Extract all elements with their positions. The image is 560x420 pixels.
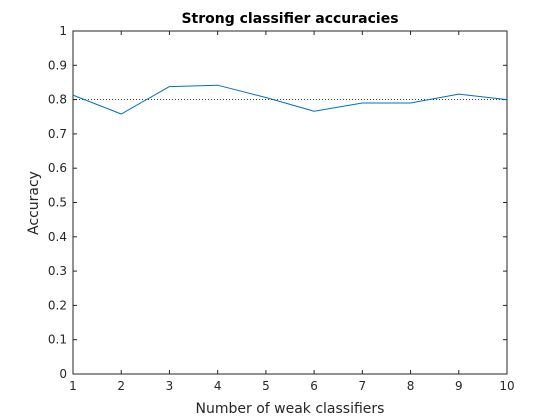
y-tick-label: 1 (59, 24, 67, 38)
x-tick-label: 5 (262, 379, 270, 393)
y-tick-label: 0.4 (48, 230, 67, 244)
y-tick-label: 0.8 (48, 93, 67, 107)
x-tick-label: 8 (407, 379, 415, 393)
y-tick-label: 0.2 (48, 298, 67, 312)
y-tick-label: 0.6 (48, 161, 67, 175)
axes-box (72, 30, 508, 375)
y-tick-label: 0.3 (48, 264, 67, 278)
y-tick-label: 0.1 (48, 333, 67, 347)
series-line (72, 84, 508, 115)
x-tick-label: 7 (359, 379, 367, 393)
y-tick-label: 0 (59, 367, 67, 381)
y-tick-label: 0.5 (48, 196, 67, 210)
plot-area: 1 2 3 4 5 6 7 8 9 10 0 0.1 0.2 0.3 0.4 0.5 0.6 0.7 0.8 0.9 1 (48, 24, 515, 393)
x-axis-label: Number of weak classifiers (196, 401, 385, 417)
x-tick-label: 1 (69, 379, 77, 393)
y-tick-label: 0.7 (48, 127, 67, 141)
x-tick-label: 3 (166, 379, 174, 393)
x-tick-label: 6 (310, 379, 318, 393)
x-tick-label: 9 (455, 379, 463, 393)
x-tick-label: 2 (117, 379, 125, 393)
y-tick-label: 0.9 (48, 58, 67, 72)
x-tick-label: 10 (499, 379, 514, 393)
y-axis-label: Accuracy (26, 171, 42, 235)
chart-title: Strong classifier accuracies (181, 11, 398, 27)
x-tick-label: 4 (214, 379, 222, 393)
